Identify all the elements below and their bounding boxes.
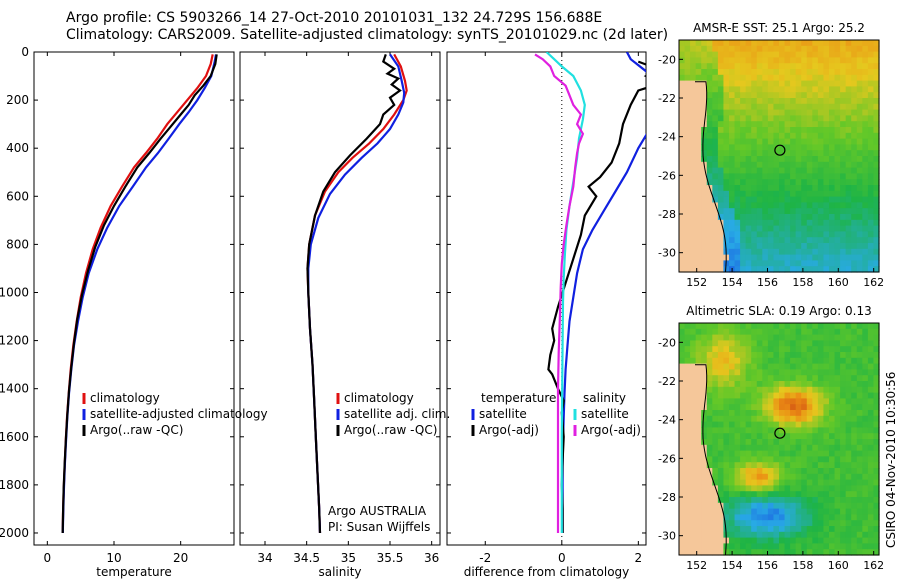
legend-label: Argo(-adj) — [479, 423, 539, 437]
x-tick-label: 34.5 — [293, 551, 320, 565]
legend-label: Argo(..raw -QC) — [90, 423, 183, 437]
panel-frame — [446, 51, 647, 546]
y-tick-label: -20 — [658, 336, 676, 349]
panel-frame — [33, 51, 235, 546]
series-group — [534, 52, 646, 533]
x-tick-label: 20 — [173, 551, 188, 565]
x-axis-label: difference from climatology — [464, 565, 630, 579]
x-tick-label: 156 — [757, 276, 778, 289]
map-frame — [678, 322, 880, 556]
x-tick-label: 154 — [722, 559, 743, 572]
x-tick-label: 160 — [828, 559, 849, 572]
series-line-argo-raw-qc- — [61, 54, 218, 534]
x-tick-label: 0 — [44, 551, 52, 565]
legend-label: satellite — [479, 407, 527, 421]
y-tick-label: -24 — [658, 131, 676, 144]
y-tick-label: 1800 — [0, 478, 29, 492]
y-tick-label: 1200 — [0, 334, 29, 348]
y-tick-label: 400 — [6, 141, 29, 155]
x-tick-label: 158 — [792, 559, 813, 572]
y-tick-label: -30 — [658, 530, 676, 543]
x-tick-label: 162 — [863, 276, 884, 289]
y-tick-label: 1400 — [0, 382, 29, 396]
panel-frame — [239, 51, 441, 546]
x-tick-label: 152 — [686, 276, 707, 289]
map-field — [679, 323, 880, 556]
x-tick-label: 35 — [341, 551, 356, 565]
y-tick-label: 1000 — [0, 285, 29, 299]
x-tick-label: 2 — [635, 551, 643, 565]
y-tick-label: 800 — [6, 237, 29, 251]
map-title: Altimetric SLA: 0.19 Argo: 0.13 — [686, 304, 871, 318]
series-group — [306, 53, 408, 534]
legend-label: climatology — [344, 391, 414, 405]
series-line-salinity-argo-adj- — [534, 53, 585, 533]
y-tick-label: -30 — [658, 247, 676, 260]
legend-label: satellite adj. clim. — [344, 407, 450, 421]
x-axis-label: salinity — [318, 565, 361, 579]
legend-label: climatology — [90, 391, 160, 405]
x-tick-label: 158 — [792, 276, 813, 289]
x-tick-label: 10 — [106, 551, 121, 565]
legend-title: salinity — [583, 391, 626, 405]
y-tick-label: -26 — [658, 452, 676, 465]
x-tick-label: 152 — [686, 559, 707, 572]
y-tick-label: -22 — [658, 375, 676, 388]
x-tick-label: 0 — [558, 551, 566, 565]
map-frame — [678, 39, 880, 273]
legend-label: satellite-adjusted climatology — [90, 407, 268, 421]
y-tick-label: 2000 — [0, 526, 29, 540]
y-tick-label: -26 — [658, 169, 676, 182]
x-tick-label: 35.5 — [377, 551, 404, 565]
x-tick-label: 162 — [863, 559, 884, 572]
y-tick-label: 0 — [21, 45, 29, 59]
plot-title-line1: Argo profile: CS 5903266_14 27-Oct-2010 … — [66, 10, 603, 26]
y-tick-label: -28 — [658, 208, 676, 221]
annotation-argo: Argo AUSTRALIA — [328, 504, 427, 518]
series-line-argo-raw-qc- — [306, 54, 402, 534]
x-tick-label: 34 — [257, 551, 272, 565]
x-tick-label: 154 — [722, 276, 743, 289]
y-tick-label: -28 — [658, 491, 676, 504]
y-tick-label: 200 — [6, 93, 29, 107]
y-tick-label: -22 — [658, 92, 676, 105]
legend-label: Argo(-adj) — [581, 423, 641, 437]
argo-position-marker — [774, 144, 786, 156]
y-tick-label: 1600 — [0, 430, 29, 444]
x-axis-label: temperature — [96, 565, 171, 579]
plot-title-line2: Climatology: CARS2009. Satellite-adjuste… — [66, 27, 669, 43]
coastline — [695, 364, 727, 556]
coastline — [695, 81, 727, 273]
argo-position-marker — [774, 427, 786, 439]
legend-title: temperature — [481, 391, 556, 405]
x-tick-label: 160 — [828, 276, 849, 289]
x-tick-label: 156 — [757, 559, 778, 572]
x-tick-label: -2 — [479, 551, 491, 565]
timestamp-label: CSIRO 04-Nov-2010 10:30:56 — [884, 371, 898, 548]
series-group — [61, 54, 218, 534]
legend-label: satellite — [581, 407, 629, 421]
map-field — [679, 40, 880, 273]
legend-label: Argo(..raw -QC) — [344, 423, 437, 437]
map-title: AMSR-E SST: 25.1 Argo: 25.2 — [693, 21, 865, 35]
y-tick-label: -20 — [658, 53, 676, 66]
annotation-pi: PI: Susan Wijffels — [328, 520, 430, 534]
y-tick-label: 600 — [6, 189, 29, 203]
x-tick-label: 36 — [424, 551, 439, 565]
y-tick-label: -24 — [658, 414, 676, 427]
